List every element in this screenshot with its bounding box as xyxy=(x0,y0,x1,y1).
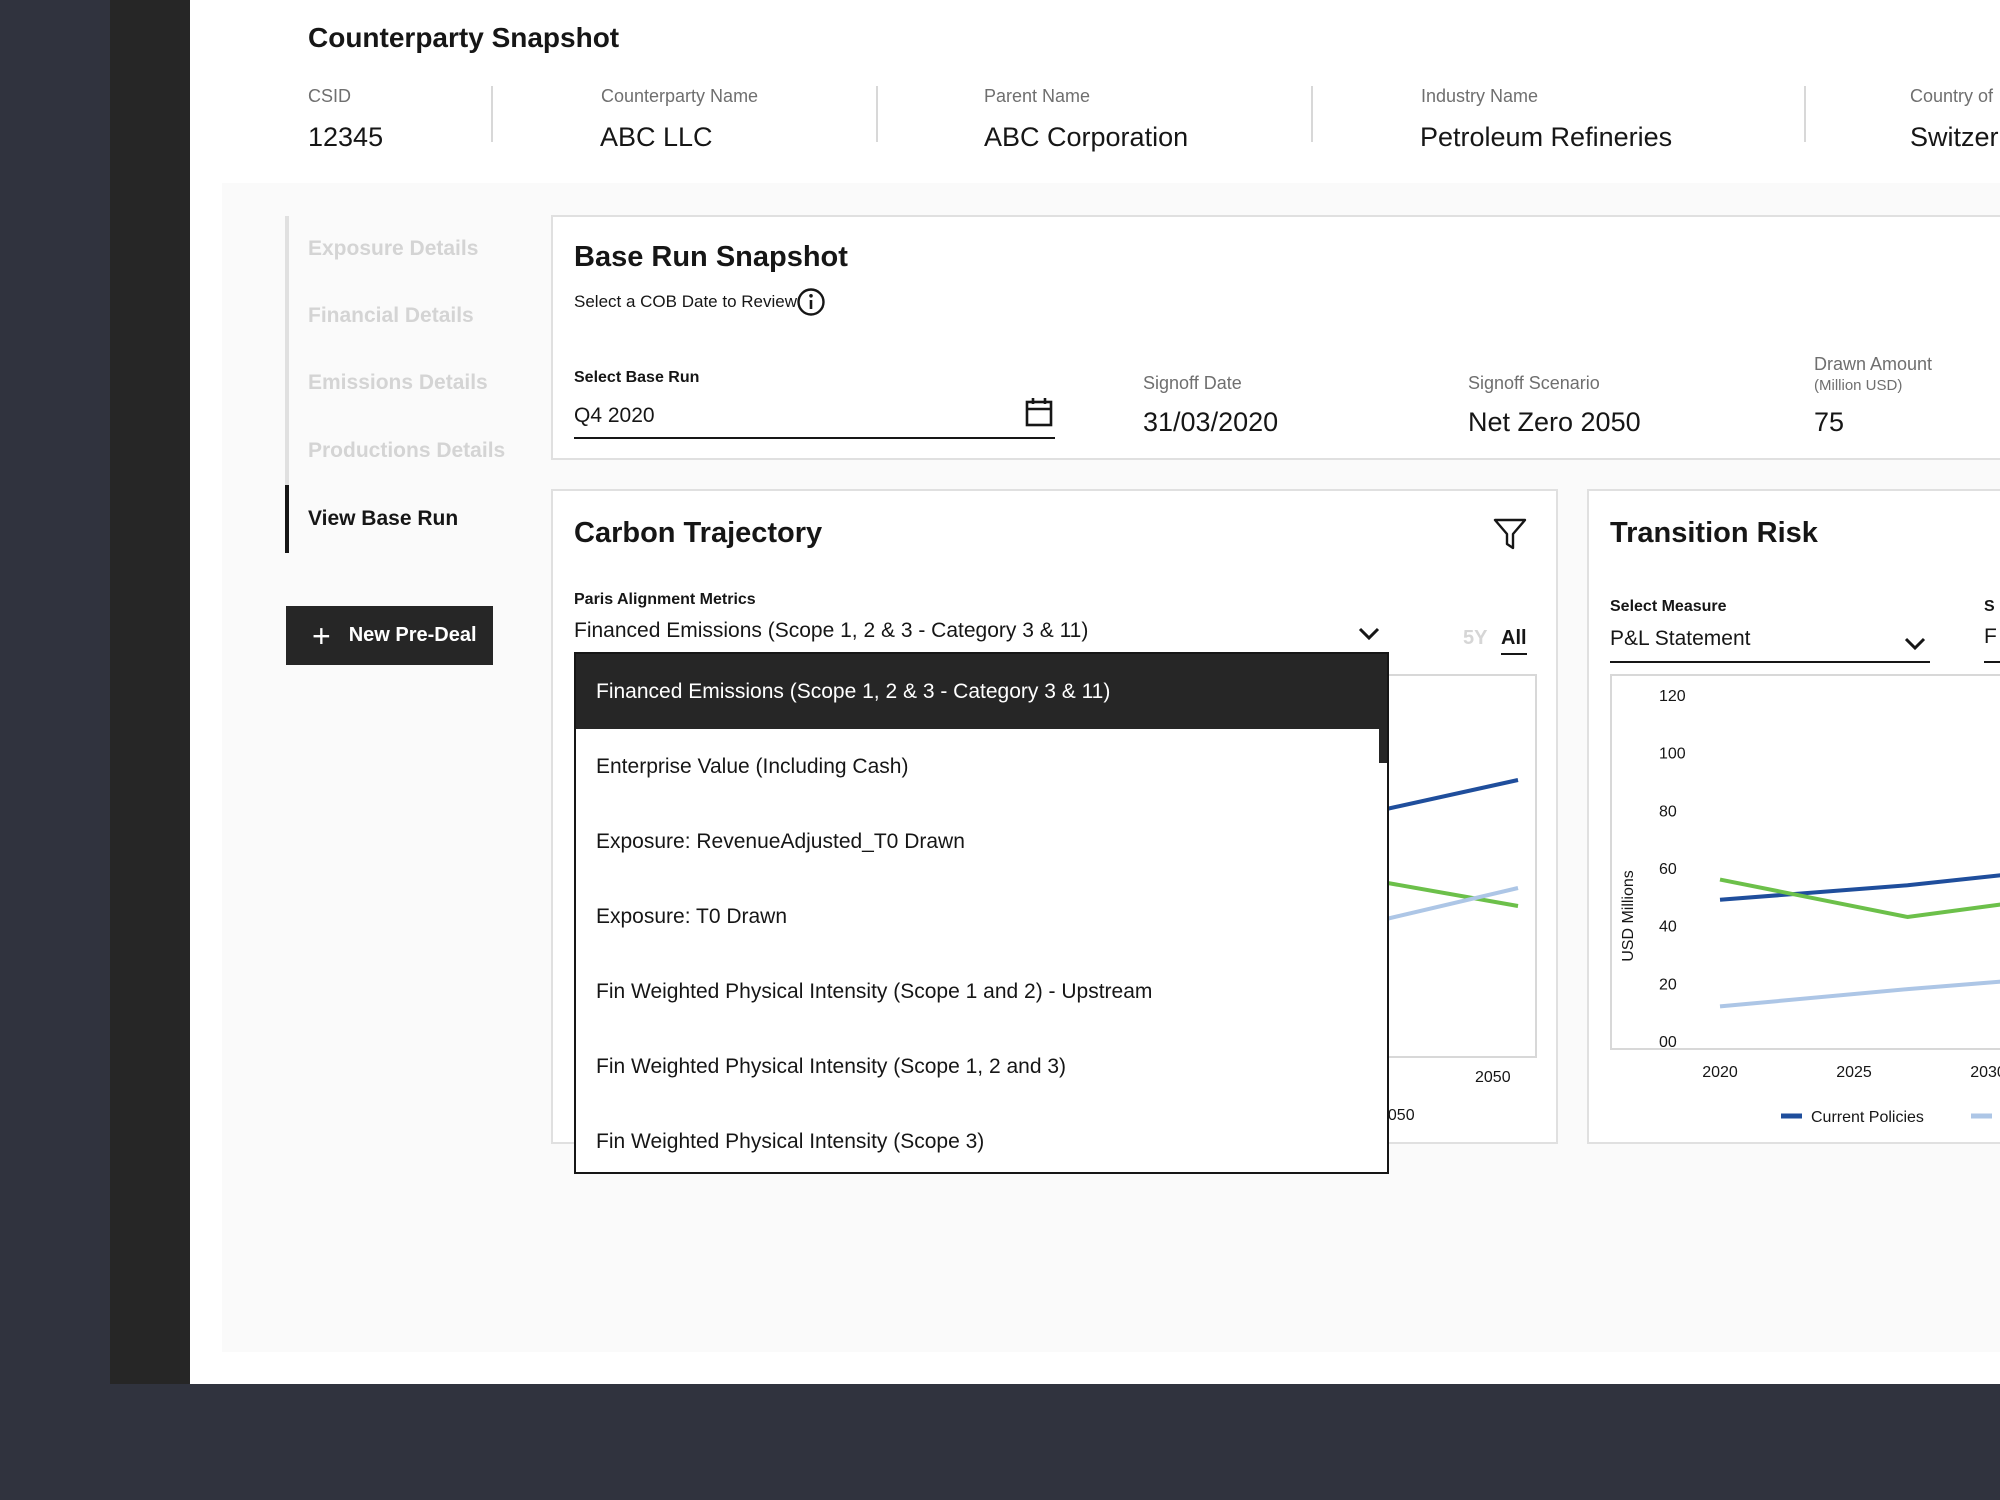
calendar-icon[interactable] xyxy=(1025,397,1053,427)
y-tick-label: 80 xyxy=(1659,803,1677,820)
measure-select-value: P&L Statement xyxy=(1610,627,1751,650)
y-tick-label: 60 xyxy=(1659,861,1677,878)
chevron-down-icon xyxy=(1358,627,1380,641)
transition-risk-title: Transition Risk xyxy=(1610,517,1818,549)
csid-label: CSID xyxy=(308,86,352,106)
chevron-down-icon xyxy=(1904,637,1926,651)
base-run-title: Base Run Snapshot xyxy=(574,241,848,273)
nav-rail xyxy=(285,216,289,553)
y-tick-label: 120 xyxy=(1659,688,1686,705)
drawn-amount-value: 75 xyxy=(1814,407,1845,437)
y-axis-label: USD Millions xyxy=(1620,870,1637,962)
measure-select[interactable]: P&L Statement xyxy=(1610,625,1930,663)
dropdown-option-fin-weighted-scope-1-2-3[interactable]: Fin Weighted Physical Intensity (Scope 1… xyxy=(596,1054,1067,1078)
parent-name-value: ABC Corporation xyxy=(984,122,1189,152)
carbon-chart-svg xyxy=(1381,778,1519,922)
dropdown-option-enterprise-value[interactable]: Enterprise Value (Including Cash) xyxy=(596,754,909,778)
field-divider xyxy=(1311,86,1313,142)
csid-value: 12345 xyxy=(308,122,384,152)
base-run-card: Base Run Snapshot Select a COB Date to R… xyxy=(551,215,2000,460)
base-run-subtitle: Select a COB Date to Review xyxy=(574,292,797,311)
new-pre-deal-button[interactable]: + New Pre-Deal xyxy=(286,606,493,665)
legend-label-current-policies: Current Policies xyxy=(1811,1109,1924,1126)
paris-alignment-select-value: Financed Emissions (Scope 1, 2 & 3 - Cat… xyxy=(574,619,1089,642)
x-tick-label: 2020 xyxy=(1702,1064,1738,1081)
counterparty-name-label: Counterparty Name xyxy=(601,86,759,106)
y-tick-label: 00 xyxy=(1659,1034,1677,1051)
filter-icon[interactable] xyxy=(1493,517,1527,551)
series-line-0 xyxy=(1719,873,2000,902)
base-run-select[interactable]: Q4 2020 xyxy=(574,397,1055,439)
signoff-scenario-label: Signoff Scenario xyxy=(1468,373,1600,393)
field-divider xyxy=(1804,86,1806,142)
signoff-scenario-value: Net Zero 2050 xyxy=(1468,407,1641,437)
y-tick-label: 40 xyxy=(1659,919,1677,936)
info-icon[interactable] xyxy=(796,287,826,317)
base-run-select-value: Q4 2020 xyxy=(574,404,655,427)
field-divider xyxy=(876,86,878,142)
carbon-series-light xyxy=(1381,886,1519,922)
sidebar-item-productions-details[interactable]: Productions Details xyxy=(308,439,506,462)
dropdown-option-fin-weighted-scope-1-2-upstream[interactable]: Fin Weighted Physical Intensity (Scope 1… xyxy=(596,979,1153,1003)
carbon-series-green xyxy=(1381,880,1519,908)
left-dark-rail xyxy=(110,0,190,1384)
dropdown-option-fin-weighted-scope-3[interactable]: Fin Weighted Physical Intensity (Scope 3… xyxy=(596,1129,985,1153)
dropdown-option-exposure-revenueadjusted[interactable]: Exposure: RevenueAdjusted_T0 Drawn xyxy=(596,829,965,853)
dropdown-option-exposure-t0-drawn[interactable]: Exposure: T0 Drawn xyxy=(596,904,788,928)
range-5y-tab[interactable]: 5Y xyxy=(1463,627,1488,649)
sidebar-item-financial-details[interactable]: Financial Details xyxy=(308,304,474,327)
transition-chart-svg: 00 20 40 60 80 100 120 USD Millions 2020 2025 2030… xyxy=(1620,688,2000,1126)
series-line-1 xyxy=(1719,877,2000,920)
dropdown-scrollbar[interactable] xyxy=(1379,729,1387,763)
country-value: Switzer xyxy=(1910,122,1999,152)
carbon-trajectory-title: Carbon Trajectory xyxy=(574,517,823,549)
paris-alignment-label: Paris Alignment Metrics xyxy=(574,591,756,608)
second-select[interactable]: F xyxy=(1984,625,2000,663)
industry-name-label: Industry Name xyxy=(1421,86,1539,106)
drawn-amount-label: Drawn Amount xyxy=(1814,354,1933,374)
signoff-date-label: Signoff Date xyxy=(1143,373,1242,393)
x-tick-label: 2030 xyxy=(1970,1064,2000,1081)
parent-name-label: Parent Name xyxy=(984,86,1091,106)
range-all-tab[interactable]: All xyxy=(1501,627,1527,655)
page-title: Counterparty Snapshot xyxy=(308,22,620,53)
select-base-run-label: Select Base Run xyxy=(574,369,700,386)
select-measure-label: Select Measure xyxy=(1610,598,1727,615)
sidebar-item-exposure-details[interactable]: Exposure Details xyxy=(308,237,479,260)
series-line-2 xyxy=(1719,979,2000,1009)
new-pre-deal-label: New Pre-Deal xyxy=(348,624,477,646)
dropdown-option-financed-emissions[interactable]: Financed Emissions (Scope 1, 2 & 3 - Cat… xyxy=(576,654,1387,729)
drawn-amount-unit: (Million USD) xyxy=(1814,377,1903,394)
y-tick-label: 100 xyxy=(1659,746,1686,763)
counterparty-name-value: ABC LLC xyxy=(600,122,713,152)
paris-alignment-dropdown-menu: Financed Emissions (Scope 1, 2 & 3 - Cat… xyxy=(574,652,1389,1174)
y-tick-label: 20 xyxy=(1659,976,1677,993)
transition-chart-area xyxy=(1610,674,2000,1050)
nav-active-indicator xyxy=(285,485,289,553)
x-tick-label: 2025 xyxy=(1836,1064,1872,1081)
counterparty-snapshot-bar: Counterparty Snapshot CSID 12345 Counter… xyxy=(222,0,2000,183)
signoff-date-value: 31/03/2020 xyxy=(1143,407,1279,437)
carbon-x-tick-2050: 2050 xyxy=(1475,1069,1511,1086)
country-label: Country of xyxy=(1910,86,1994,106)
second-select-label: S xyxy=(1984,598,1995,615)
sidebar-item-emissions-details[interactable]: Emissions Details xyxy=(308,371,488,394)
paris-alignment-select[interactable]: Financed Emissions (Scope 1, 2 & 3 - Cat… xyxy=(574,619,1384,651)
carbon-series-current xyxy=(1381,778,1519,812)
plus-icon: + xyxy=(312,617,331,654)
transition-risk-card: Transition Risk Select Measure P&L State… xyxy=(1587,489,2000,1144)
industry-name-value: Petroleum Refineries xyxy=(1420,122,1673,152)
sidebar-item-view-base-run[interactable]: View Base Run xyxy=(308,507,459,530)
field-divider xyxy=(491,86,493,142)
